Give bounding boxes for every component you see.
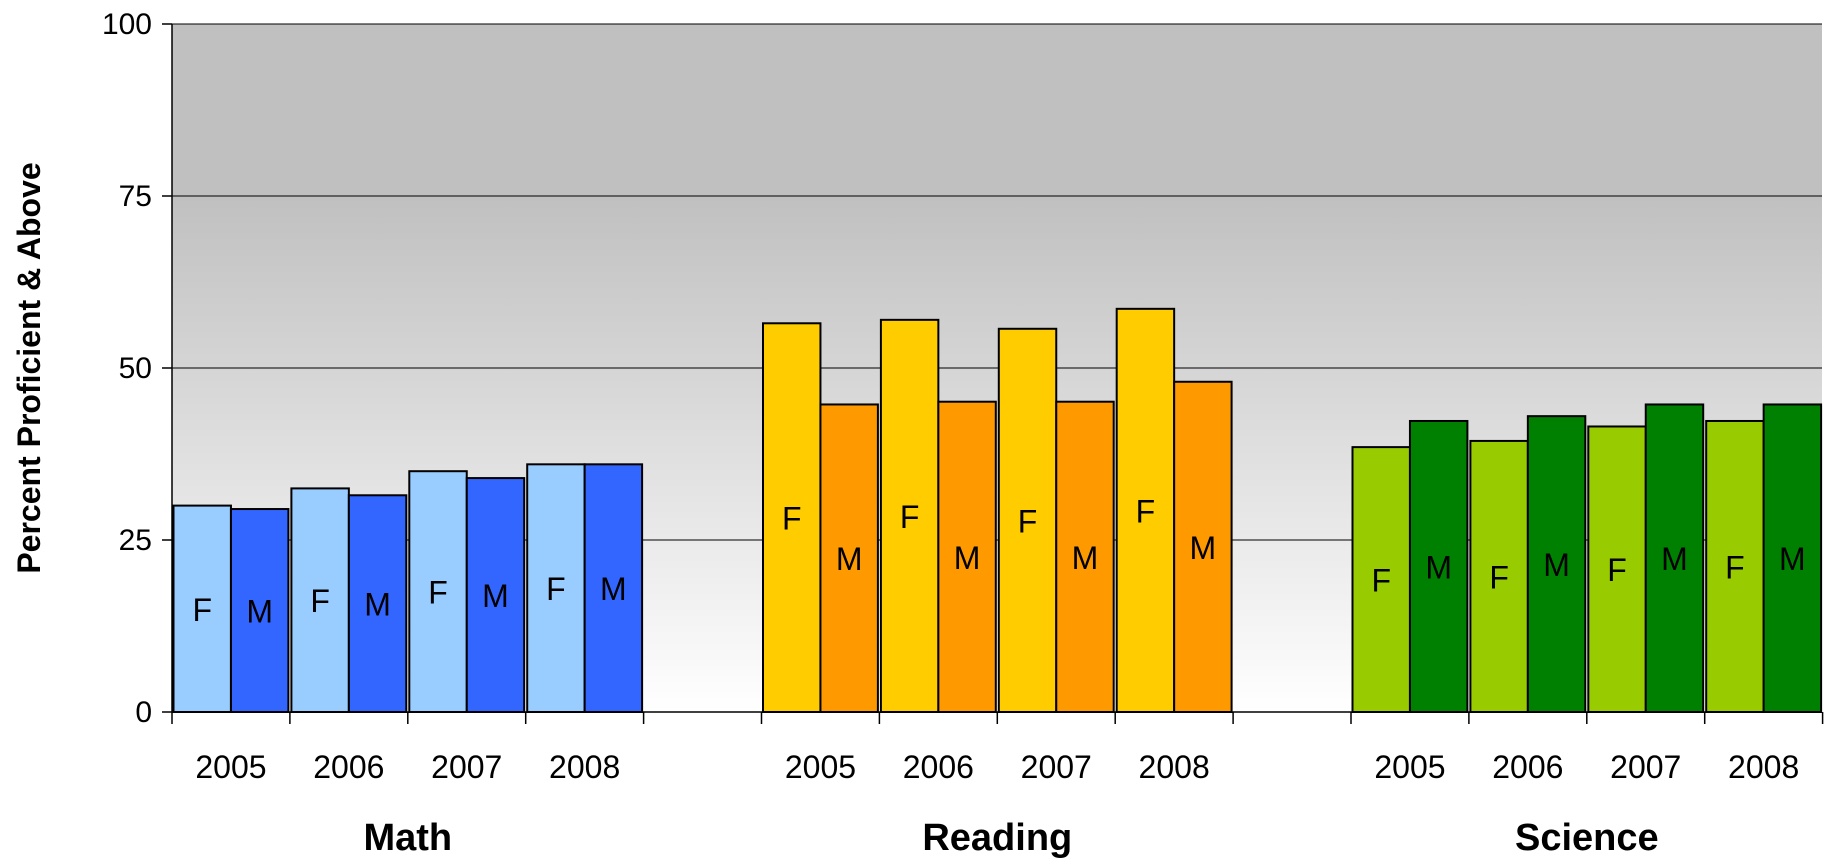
group-label-reading: Reading bbox=[922, 817, 1072, 859]
x-tick-label: 2007 bbox=[1610, 749, 1681, 785]
y-tick-label: 25 bbox=[119, 524, 152, 557]
bar-label: M bbox=[1190, 530, 1217, 566]
x-tick-label: 2005 bbox=[1374, 749, 1445, 785]
bar-reading-2007-m bbox=[1055, 400, 1115, 713]
axes bbox=[162, 23, 1824, 724]
bar-math-2006-m bbox=[347, 494, 408, 713]
y-tick-label: 75 bbox=[119, 180, 152, 213]
bar-science-2007-f bbox=[1587, 425, 1647, 713]
bar-label: M bbox=[246, 594, 273, 630]
bar-reading-2006-f bbox=[879, 318, 940, 713]
x-tick-label: 2007 bbox=[1021, 749, 1092, 785]
group-label-math: Math bbox=[363, 817, 452, 859]
y-tick-label: 0 bbox=[135, 696, 152, 729]
bar-label: F bbox=[310, 583, 330, 619]
y-tick-label: 100 bbox=[102, 8, 152, 41]
x-tick-label: 2006 bbox=[313, 749, 384, 785]
x-tick-label: 2008 bbox=[549, 749, 620, 785]
bar-label: M bbox=[364, 587, 391, 623]
bar-science-2006-f bbox=[1469, 439, 1529, 713]
bar-math-2007-f bbox=[408, 470, 468, 714]
bar-science-2005-f bbox=[1351, 446, 1411, 713]
x-tick-label: 2008 bbox=[1139, 749, 1210, 785]
bar-label: M bbox=[1072, 540, 1099, 576]
x-tick-label: 2005 bbox=[195, 749, 266, 785]
x-tick-label: 2007 bbox=[431, 749, 502, 785]
bar-label: F bbox=[900, 499, 920, 535]
bar-label: F bbox=[782, 501, 802, 537]
bar-label: F bbox=[1018, 503, 1038, 539]
x-tick-label: 2008 bbox=[1728, 749, 1799, 785]
bar-label: F bbox=[1136, 493, 1156, 529]
bar-math-2008-m bbox=[583, 463, 644, 713]
bar-math-2006-f bbox=[290, 487, 350, 713]
x-tick-label: 2006 bbox=[903, 749, 974, 785]
bar-label: F bbox=[1371, 563, 1391, 599]
bar-label: M bbox=[1425, 549, 1452, 585]
bar-label: M bbox=[1543, 547, 1570, 583]
bar-label: F bbox=[1607, 552, 1627, 588]
bar-label: M bbox=[600, 571, 627, 607]
bar-label: F bbox=[428, 575, 448, 611]
bar-reading-2005-m bbox=[819, 403, 879, 713]
x-tick-label: 2005 bbox=[785, 749, 856, 785]
bar-label: F bbox=[546, 571, 566, 607]
bar-science-2008-f bbox=[1705, 419, 1765, 713]
bar-science-2005-m bbox=[1408, 419, 1469, 713]
bar-label: F bbox=[192, 592, 212, 628]
bar-math-2005-m bbox=[229, 508, 290, 714]
bar-label: M bbox=[836, 541, 863, 577]
bar-reading-2008-m bbox=[1173, 380, 1233, 713]
bar-label: M bbox=[1661, 541, 1688, 577]
bar-label: F bbox=[1489, 559, 1509, 595]
bar-reading-2008-f bbox=[1115, 307, 1176, 713]
bar-math-2007-m bbox=[465, 477, 526, 713]
y-axis-label: Percent Proficient & Above bbox=[11, 162, 47, 573]
bars bbox=[172, 307, 1823, 714]
bar-label: M bbox=[482, 578, 509, 614]
group-label-science: Science bbox=[1515, 817, 1659, 859]
bar-label: M bbox=[954, 540, 981, 576]
bar-label: M bbox=[1779, 541, 1806, 577]
bar-reading-2007-f bbox=[997, 327, 1058, 713]
bar-label: F bbox=[1725, 549, 1745, 585]
y-tick-label: 50 bbox=[119, 352, 152, 385]
bar-reading-2006-m bbox=[937, 400, 997, 713]
x-tick-label: 2006 bbox=[1492, 749, 1563, 785]
